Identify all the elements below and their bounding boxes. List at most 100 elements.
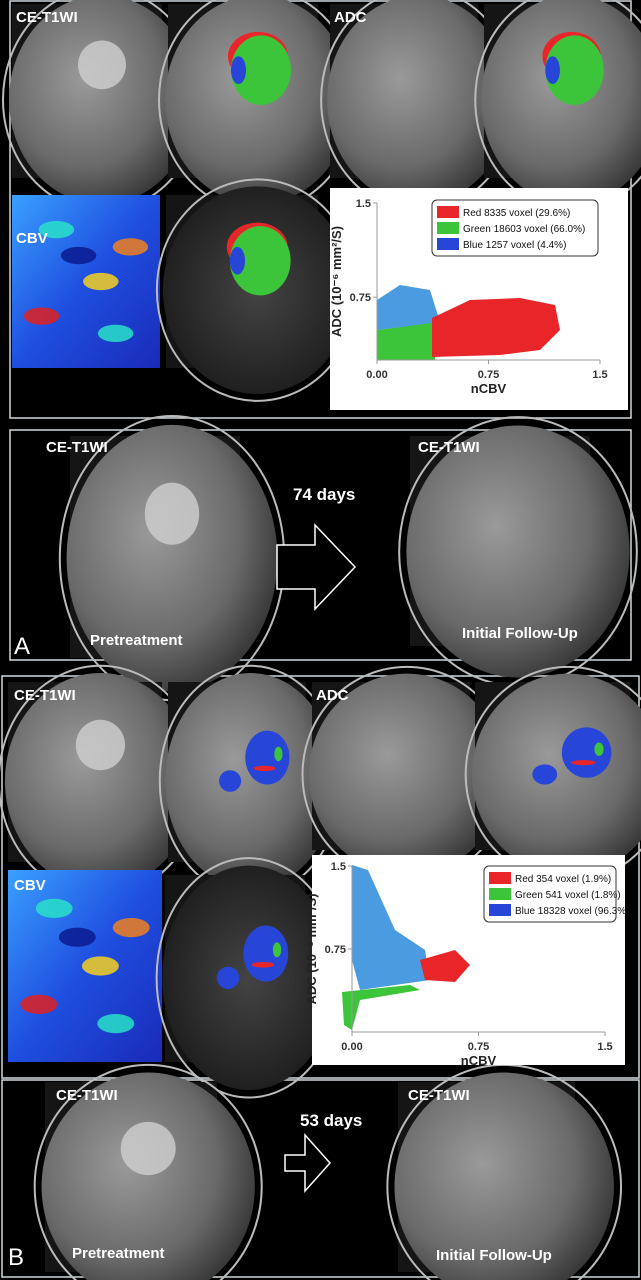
brain <box>308 673 505 876</box>
brain <box>162 865 336 1091</box>
x-tick-label: 0.75 <box>468 1041 489 1053</box>
legend-box <box>483 865 617 923</box>
lesion <box>144 482 200 545</box>
overlay-blue <box>532 764 558 785</box>
scatter-cloud <box>377 285 440 330</box>
scatter-cloud <box>352 865 430 990</box>
caption: Pretreatment <box>72 1245 165 1262</box>
panel-frame <box>9 0 632 419</box>
y-tick-label: 0.75 <box>325 944 346 956</box>
arrow <box>276 523 357 611</box>
overlay-green <box>274 746 283 762</box>
scatter-cloud <box>432 298 560 357</box>
overlay-green <box>272 942 282 958</box>
tile-label: ADC <box>316 687 349 704</box>
legend-swatch <box>489 904 511 916</box>
brain <box>481 0 641 205</box>
legend-swatch <box>437 206 459 218</box>
overlay-blue <box>545 56 560 85</box>
tile-label: CE-T1WI <box>16 9 78 26</box>
legend-swatch <box>437 238 459 250</box>
interval: 74 days <box>293 485 355 504</box>
perfusion-spot <box>20 994 58 1015</box>
x-axis-label: nCBV <box>471 381 507 396</box>
panel-frame <box>1 1079 640 1278</box>
perfusion-spot <box>97 1014 135 1034</box>
y-tick-label: 1.5 <box>331 861 346 873</box>
perfusion-spot <box>112 238 149 256</box>
perfusion-spot <box>38 220 75 239</box>
tile-label: CBV <box>16 230 48 247</box>
y-axis-label: ADC (10⁻⁶ mm²/S) <box>329 226 344 337</box>
image-label: CE-T1WI <box>418 439 480 456</box>
x-tick-label: 0.00 <box>341 1041 362 1053</box>
overlay-green <box>231 35 291 105</box>
caption: Initial Follow-Up <box>462 625 578 642</box>
legend-label: Blue 18328 voxel (96.3%) <box>515 906 630 917</box>
image-label: CE-T1WI <box>46 439 108 456</box>
perfusion-spot <box>35 898 73 919</box>
legend-swatch <box>437 222 459 234</box>
caption: Initial Follow-Up <box>436 1247 552 1264</box>
overlay-green <box>229 226 291 296</box>
legend-label: Red 354 voxel (1.9%) <box>515 874 611 885</box>
y-axis-label: ADC (10⁻⁶ mm²/S) <box>304 893 319 1004</box>
legend-swatch <box>489 888 511 900</box>
plots: 0.00 0.75 1.5 0.75 1.5 nCBV ADC (10⁻⁶ mm²/S) Re… <box>304 198 630 1068</box>
overlay-green <box>594 742 604 756</box>
panel-letter: B <box>8 1244 24 1271</box>
image-label: CE-T1WI <box>408 1087 470 1104</box>
lesion <box>120 1121 176 1176</box>
lesion <box>75 719 126 771</box>
legend-label: Red 8335 voxel (29.6%) <box>463 208 570 219</box>
scatter-cloud <box>342 985 420 1030</box>
brain <box>66 424 278 692</box>
legend-box <box>431 199 599 257</box>
overlay-red <box>571 760 596 766</box>
overlay-blue <box>231 56 246 85</box>
scatter-cloud <box>377 322 435 360</box>
legend-label: Green 18603 voxel (66.0%) <box>463 224 585 235</box>
perfusion-spot <box>112 918 150 938</box>
tile-label: CE-T1WI <box>14 687 76 704</box>
overlay-blue <box>245 730 290 785</box>
y-tick-label: 1.5 <box>356 198 371 210</box>
brain <box>4 673 196 889</box>
perfusion-spot <box>58 927 96 947</box>
skull-ring <box>33 1063 263 1280</box>
brain <box>327 0 511 205</box>
arrow <box>284 1133 332 1193</box>
overlay-blue <box>216 966 240 990</box>
overlay-green <box>545 35 604 105</box>
brain <box>394 1072 614 1280</box>
perfusion-spot <box>81 956 119 976</box>
tile-label: ADC <box>334 9 367 26</box>
legend-label: Green 541 voxel (1.8%) <box>515 890 621 901</box>
x-tick-label: 0.00 <box>366 369 387 381</box>
y-tick-label: 0.75 <box>350 292 371 304</box>
overlay-blue <box>229 246 246 275</box>
x-tick-label: 1.5 <box>592 369 607 381</box>
overlay-red <box>253 765 276 772</box>
overlay-blue <box>561 727 612 778</box>
brain <box>165 673 337 889</box>
brain <box>41 1072 255 1280</box>
panel-frame <box>1 675 640 1079</box>
interval: 53 days <box>300 1111 362 1130</box>
legend-label: Blue 1257 voxel (4.4%) <box>463 240 566 251</box>
overlay-red <box>251 961 275 968</box>
perfusion-spot <box>83 272 119 291</box>
legend-swatch <box>489 872 511 884</box>
perfusion-spot <box>60 246 97 265</box>
lesion <box>78 40 126 90</box>
panel-frame <box>9 429 632 661</box>
perfusion-spot <box>23 307 60 325</box>
panel-letter: A <box>14 633 30 660</box>
x-tick-label: 1.5 <box>597 1041 612 1053</box>
tile-label: CBV <box>14 877 46 894</box>
x-axis-label: nCBV <box>461 1053 497 1068</box>
image-label: CE-T1WI <box>56 1087 118 1104</box>
perfusion-spot <box>97 324 134 343</box>
